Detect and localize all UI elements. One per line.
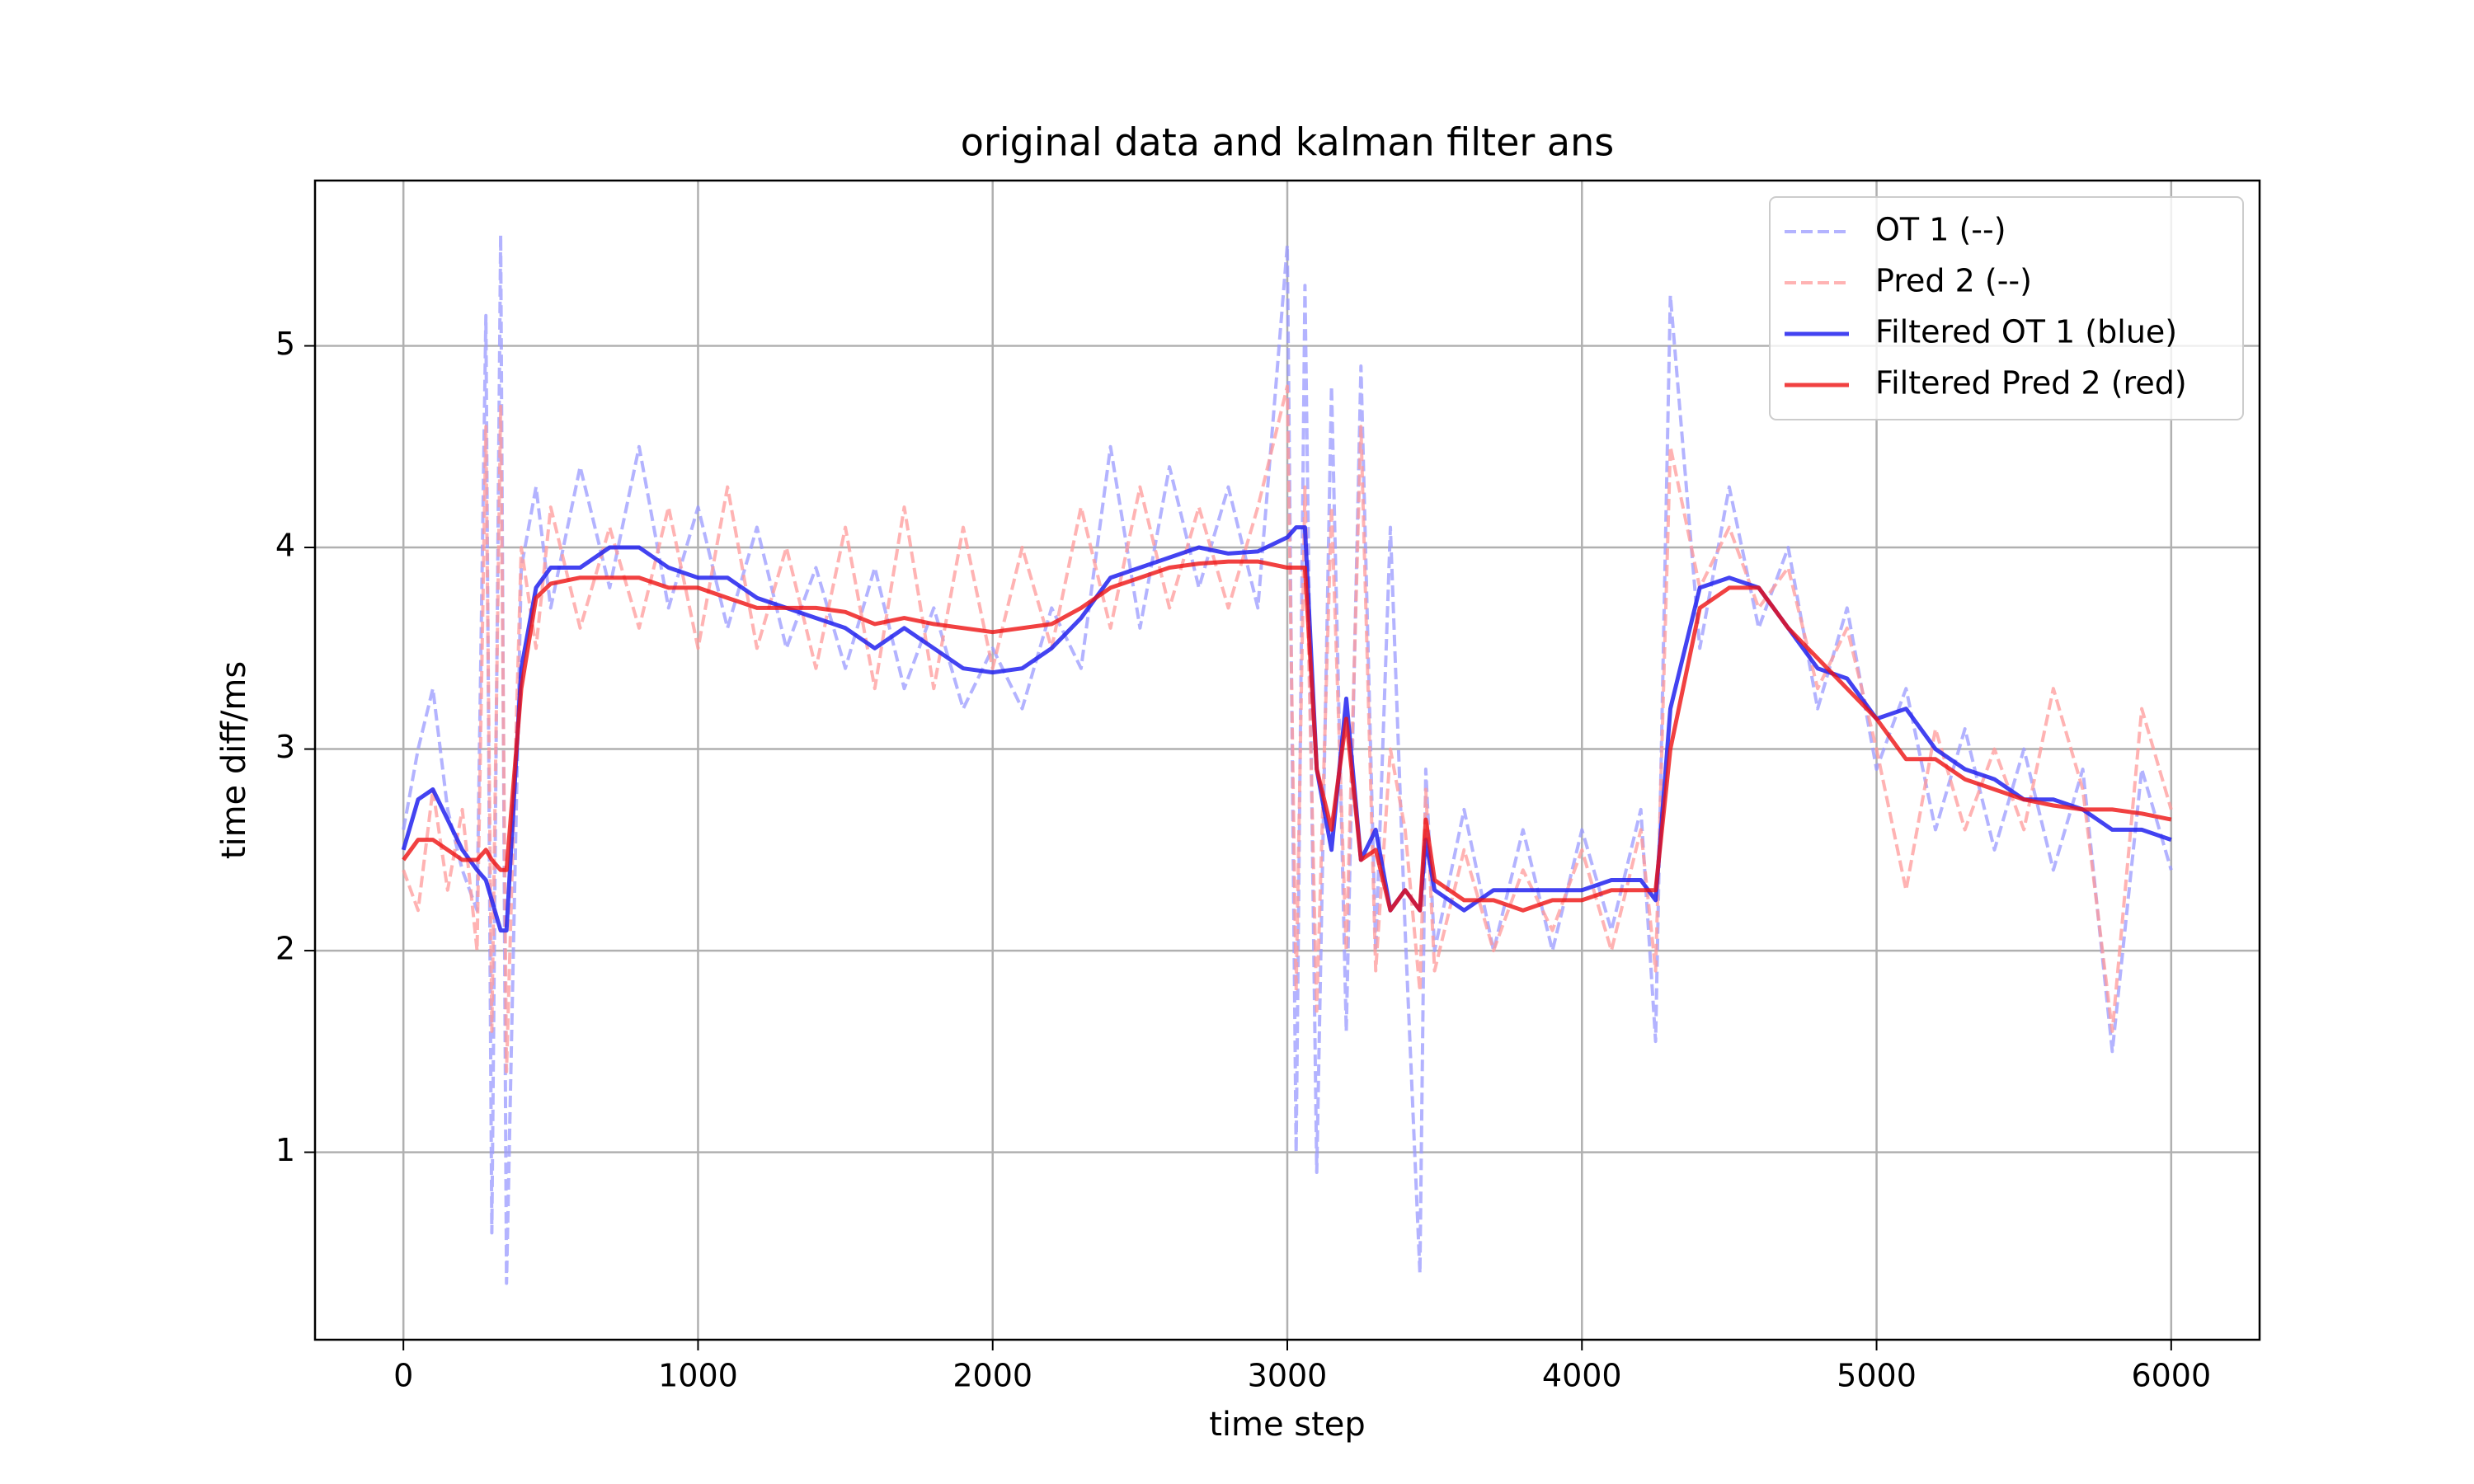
- x-tick-label: 3000: [1248, 1358, 1328, 1394]
- y-tick-label: 1: [275, 1132, 295, 1168]
- legend-label: Pred 2 (--): [1875, 263, 2032, 299]
- x-tick-label: 6000: [2131, 1358, 2211, 1394]
- x-tick-label: 1000: [658, 1358, 738, 1394]
- y-axis-label: time diff/ms: [215, 661, 253, 859]
- plot-frame: [313, 179, 2261, 1341]
- legend-label: Filtered Pred 2 (red): [1875, 365, 2187, 402]
- x-tick-label: 5000: [1837, 1358, 1917, 1394]
- legend-box: [1769, 196, 2244, 420]
- data-line: [402, 384, 2173, 1073]
- y-tick-label: 5: [275, 326, 295, 362]
- legend-label: OT 1 (--): [1875, 212, 2006, 248]
- x-tick-label: 4000: [1542, 1358, 1622, 1394]
- x-tick-label: 0: [393, 1358, 413, 1394]
- y-tick-label: 4: [275, 528, 295, 564]
- data-line: [402, 559, 2172, 913]
- y-tick-label: 2: [275, 931, 295, 967]
- y-tick-label: 3: [275, 729, 295, 765]
- data-line: [401, 525, 2172, 933]
- x-tick-label: 2000: [952, 1358, 1032, 1394]
- legend-label: Filtered OT 1 (blue): [1875, 314, 2177, 350]
- chart-title: original data and kalman filter ans: [961, 120, 1614, 165]
- x-axis-label: time step: [1209, 1406, 1366, 1444]
